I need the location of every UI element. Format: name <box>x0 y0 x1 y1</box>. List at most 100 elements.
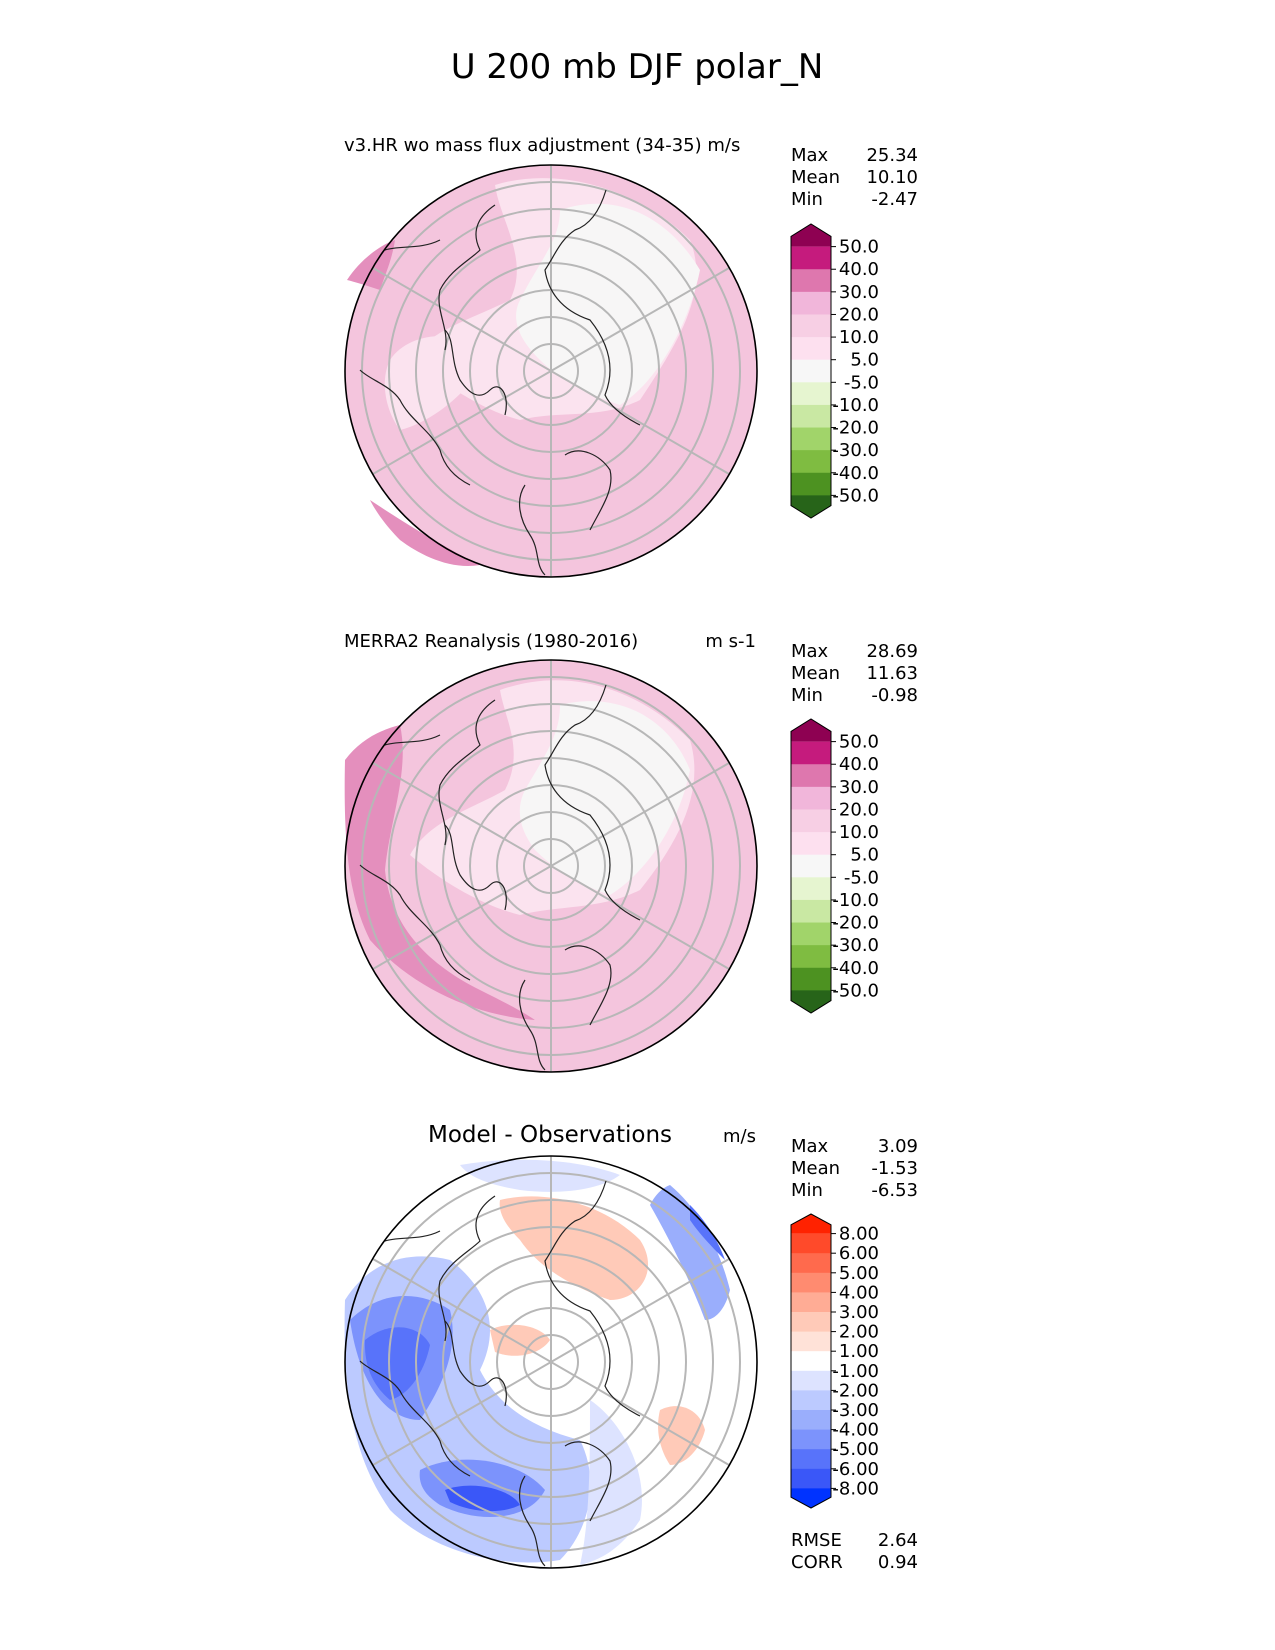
panel-1-colorbar-tick-label: -10.0 <box>832 395 879 416</box>
panel-2-mean-value: 11.63 <box>866 663 918 684</box>
panel-1-colorbar-tick-label: -5.0 <box>844 372 879 393</box>
panel-3-colorbar: 8.006.005.004.003.002.001.00-1.00-2.00-3… <box>790 1213 879 1509</box>
panel-1-colorbar-tick-label: 40.0 <box>839 259 879 280</box>
panel-2-colorbar-outline <box>790 718 832 1014</box>
panel-3-colorbar-swatch <box>791 1233 831 1254</box>
panel-2-colorbar: 50.040.030.020.010.05.0-5.0-10.0-20.0-30… <box>790 718 879 1014</box>
panel-1-max-value: 25.34 <box>866 145 918 166</box>
panel-1-max-label: Max <box>791 145 829 166</box>
panel-2-colorbar-tick-label: -40.0 <box>832 958 879 979</box>
panel-3-colorbar-swatch <box>791 1429 831 1450</box>
panel-3-colorbar-tick-label: 5.00 <box>839 1263 879 1284</box>
panel-2-colorbar-tick-label: 5.0 <box>850 845 879 866</box>
panel-1-min-label: Min <box>791 189 823 210</box>
panel-3-colorbar-swatch <box>791 1351 831 1372</box>
panel-3-colorbar-tick-label: -6.00 <box>832 1459 879 1480</box>
panel-3-colorbar-tick-label: 6.00 <box>839 1243 879 1264</box>
panel-3-metrics: RMSE 2.64 CORR 0.94 <box>791 1530 918 1573</box>
panel-2-colorbar-tick-label: -10.0 <box>832 890 879 911</box>
panel-2-colorbar-swatch <box>791 877 831 901</box>
panel-1-min-value: -2.47 <box>871 189 918 210</box>
panel-3-colorbar-swatch <box>791 1449 831 1470</box>
panel-3-colorbar-swatch <box>791 1272 831 1293</box>
panel-1-colorbar-tick-label: 30.0 <box>839 282 879 303</box>
panel-2-units: m s-1 <box>705 631 756 652</box>
panel-1-colorbar-tick-label: 50.0 <box>839 237 879 258</box>
panel-2-colorbar-swatch <box>791 854 831 878</box>
panel-2-colorbar-tick-label: 20.0 <box>839 799 879 820</box>
panel-3-colorbar-swatch <box>791 1253 831 1274</box>
panel-3-colorbar-tick-label: -2.00 <box>832 1380 879 1401</box>
panel-1-colorbar-swatch <box>791 472 831 496</box>
panel-2-max-label: Max <box>791 641 829 662</box>
panel-3-colorbar-tick-label: -4.00 <box>832 1420 879 1441</box>
panel-1-colorbar-swatch <box>791 359 831 383</box>
panel-3-colorbar-tick-label: -1.00 <box>832 1361 879 1382</box>
panel-3-title: Model - Observations <box>428 1122 672 1148</box>
panel-3-rmse-value: 2.64 <box>878 1530 918 1551</box>
panel-2-colorbar-tick-label: 10.0 <box>839 822 879 843</box>
panel-3-corr-label: CORR <box>791 1552 843 1573</box>
panel-1-colorbar-outline <box>790 223 832 519</box>
panel-2-stats: Max 28.69 Mean 11.63 Min -0.98 <box>791 641 918 706</box>
panel-1-colorbar-swatch <box>791 291 831 315</box>
panel-2-mean-label: Mean <box>791 663 840 684</box>
panel-2-colorbar-swatch <box>791 832 831 856</box>
panel-2-colorbar-swatch <box>791 809 831 833</box>
panel-3-colorbar-tick-label: -8.00 <box>832 1478 879 1499</box>
panel-3-colorbar-swatch <box>791 1312 831 1333</box>
panel-1-colorbar-tick-label: 20.0 <box>839 304 879 325</box>
panel-1-colorbar-extend-min <box>791 495 831 518</box>
panel-3-min-label: Min <box>791 1180 823 1201</box>
panel-3-colorbar-swatch <box>791 1370 831 1391</box>
panel-1-colorbar-swatch <box>791 337 831 361</box>
panel-3-colorbar-swatch <box>791 1468 831 1489</box>
panel-1-colorbar: 50.040.030.020.010.05.0-5.0-10.0-20.0-30… <box>790 223 879 519</box>
panel-1-stats: Max 25.34 Mean 10.10 Min -2.47 <box>791 145 918 210</box>
panel-2-min-value: -0.98 <box>871 685 918 706</box>
panel-2-colorbar-swatch <box>791 945 831 969</box>
panel-1-map <box>344 164 758 578</box>
panel-3-colorbar-tick-label: 3.00 <box>839 1302 879 1323</box>
panel-3-colorbar-swatch <box>791 1410 831 1431</box>
panel-3-colorbar-tick-label: -5.00 <box>832 1439 879 1460</box>
panel-1-mean-value: 10.10 <box>866 167 918 188</box>
panel-3-map <box>344 1155 758 1569</box>
panel-2-colorbar-tick-label: 50.0 <box>839 732 879 753</box>
panel-3-colorbar-tick-label: 2.00 <box>839 1322 879 1343</box>
panel-2-colorbar-tick-label: -5.0 <box>844 867 879 888</box>
panel-2-map <box>344 659 758 1073</box>
panel-3-units: m/s <box>723 1126 756 1147</box>
panel-2: MERRA2 Reanalysis (1980-2016) m s-1 <box>344 631 918 1073</box>
panel-1-title: v3.HR wo mass flux adjustment (34-35) m/… <box>344 135 740 156</box>
panel-1-colorbar-swatch <box>791 427 831 451</box>
panel-1-colorbar-extend-max <box>791 224 831 247</box>
panel-1-colorbar-swatch <box>791 450 831 474</box>
panel-2-colorbar-tick-label: 30.0 <box>839 777 879 798</box>
panel-3-colorbar-swatch <box>791 1390 831 1411</box>
panel-2-colorbar-swatch <box>791 741 831 765</box>
panel-3: Model - Observations m/s <box>344 1122 918 1573</box>
panel-3-colorbar-tick-label: -3.00 <box>832 1400 879 1421</box>
panel-3-stats: Max 3.09 Mean -1.53 Min -6.53 <box>791 1136 918 1201</box>
panel-1-colorbar-tick-label: 10.0 <box>839 327 879 348</box>
panel-2-colorbar-tick-label: 40.0 <box>839 754 879 775</box>
panel-1-colorbar-swatch <box>791 269 831 293</box>
panel-3-colorbar-tick-label: 8.00 <box>839 1224 879 1245</box>
panel-1-colorbar-swatch <box>791 382 831 406</box>
panel-2-colorbar-extend-min <box>791 990 831 1013</box>
panel-1-colorbar-tick-label: -40.0 <box>832 463 879 484</box>
panel-2-colorbar-tick-label: -20.0 <box>832 913 879 934</box>
panel-1-colorbar-tick-label: 5.0 <box>850 350 879 371</box>
panel-2-colorbar-swatch <box>791 786 831 810</box>
panel-3-colorbar-extend-min <box>791 1488 831 1508</box>
panel-3-corr-value: 0.94 <box>878 1552 918 1573</box>
panel-3-colorbar-tick-label: 4.00 <box>839 1282 879 1303</box>
panel-2-colorbar-swatch <box>791 967 831 991</box>
figure-title: U 200 mb DJF polar_N <box>451 47 824 87</box>
panel-3-colorbar-extend-max <box>791 1214 831 1234</box>
panel-3-colorbar-tick-label: 1.00 <box>839 1341 879 1362</box>
panel-2-colorbar-swatch <box>791 922 831 946</box>
panel-3-colorbar-swatch <box>791 1292 831 1313</box>
panel-2-colorbar-tick-label: -30.0 <box>832 935 879 956</box>
